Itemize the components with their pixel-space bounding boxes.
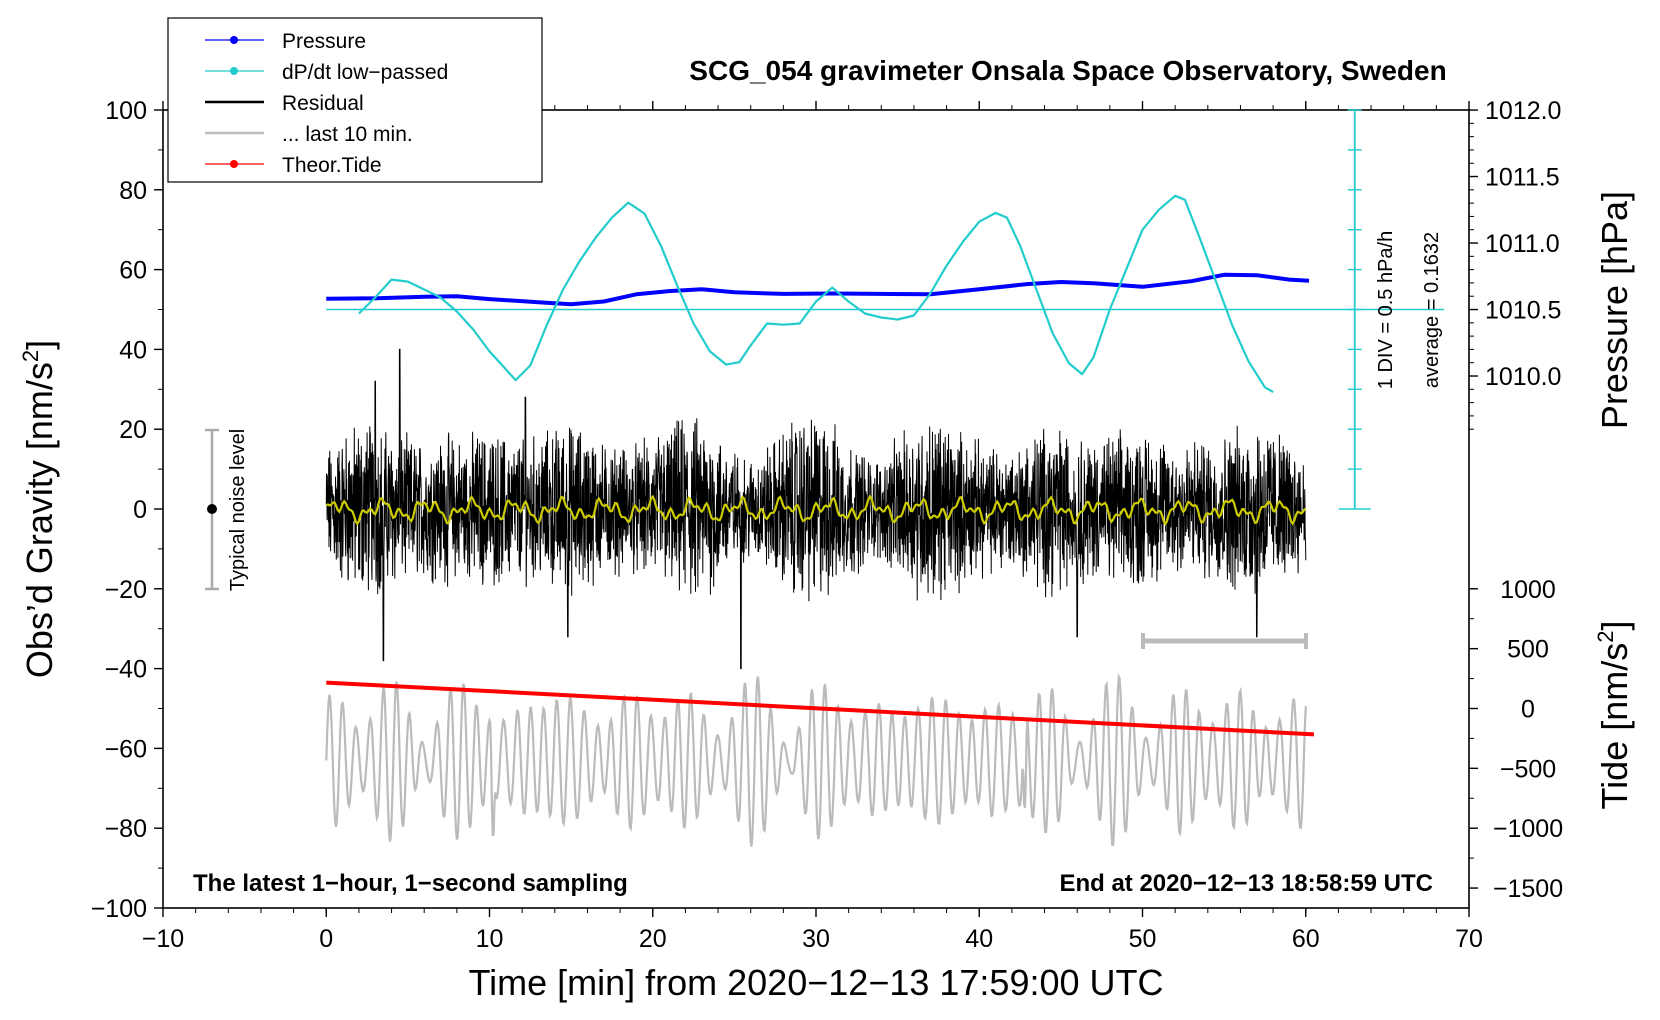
x-tick-label: 40 [965, 925, 993, 953]
y-tick-label: 60 [119, 257, 147, 285]
y-tick-label: −40 [105, 656, 147, 684]
tide-tick-label: −1500 [1493, 875, 1563, 903]
legend-label: Pressure [282, 30, 366, 53]
x-tick-label: 0 [319, 925, 333, 953]
noise-level-label: Typical noise level [227, 429, 249, 591]
theor-tide-line [326, 680, 1315, 737]
y-tick-label: −20 [105, 576, 147, 604]
pressure-line [326, 272, 1310, 307]
annotation-sampling: The latest 1−hour, 1−second sampling [193, 870, 628, 897]
residual-line [325, 348, 1307, 670]
legend-marker [230, 67, 238, 75]
tide-axis-title-close: ] [1594, 621, 1635, 631]
last-10-min-line [325, 673, 1307, 847]
x-tick-label: 50 [1129, 925, 1157, 953]
legend-marker [230, 36, 238, 44]
x-tick-label: 10 [476, 925, 504, 953]
legend-label: Residual [282, 92, 364, 115]
pressure-tick-label: 1010.5 [1485, 297, 1561, 325]
y-tick-label: 100 [105, 97, 147, 125]
noise-bar-dot [207, 504, 217, 514]
dpdt-average-label: average = 0.1632 [1421, 232, 1443, 388]
tide-axis-ticks: 1000 500 0 −500 −1000 −1500 [1469, 576, 1563, 903]
legend-marker [230, 160, 238, 168]
pressure-tick-label: 1012.0 [1485, 97, 1561, 125]
legend-entries: Pressure dP/dt low−passed Residual ... last… [205, 30, 448, 177]
pressure-tick-label: 1011.5 [1485, 164, 1560, 192]
tide-axis-title-main: Tide [nm/s [1594, 643, 1635, 810]
legend: Pressure dP/dt low−passed Residual ... last… [167, 17, 543, 183]
dpdt-scale-bar [326, 109, 1444, 510]
legend-box [167, 17, 543, 183]
y-axis-ticks: 100 80 60 40 20 0 −20 −40 −60 −80 −100 [91, 97, 163, 923]
tide-tick-label: −1000 [1493, 815, 1563, 843]
y-tick-label: 20 [119, 416, 147, 444]
last-10-min-series [325, 673, 1307, 847]
tide-tick-label: 500 [1507, 636, 1549, 664]
dpdt-div-label: 1 DIV = 0.5 hPa/h [1375, 231, 1397, 389]
y-tick-label: 80 [119, 177, 147, 205]
x-axis-ticks: −10 0 10 20 30 40 50 60 70 [142, 101, 1483, 953]
noise-level-indicator: Typical noise level [205, 428, 249, 591]
y-axis-title-close: ] [19, 340, 60, 350]
pressure-axis-ticks: 1012.0 1011.5 1011.0 1010.5 1010.0 [1469, 97, 1561, 430]
legend-label: dP/dt low−passed [282, 61, 448, 84]
pressure-tick-label: 1011.0 [1485, 230, 1560, 258]
tide-tick-label: 1000 [1500, 576, 1556, 604]
pressure-axis-title: Pressure [hPa] [1594, 191, 1635, 429]
annotation-end-time: End at 2020−12−13 18:58:59 UTC [1059, 870, 1433, 897]
tide-tick-label: 0 [1521, 696, 1535, 724]
legend-label: Theor.Tide [282, 154, 382, 177]
x-tick-label: 60 [1292, 925, 1320, 953]
y-tick-label: −60 [105, 735, 147, 763]
pressure-tick-label: 1010.0 [1485, 363, 1561, 391]
y-tick-label: −80 [105, 815, 147, 843]
x-tick-label: 30 [802, 925, 830, 953]
y-tick-label: 0 [133, 496, 147, 524]
tide-tick-label: −500 [1500, 755, 1556, 783]
x-axis-title: Time [min] from 2020−12−13 17:59:00 UTC [468, 962, 1163, 1003]
tide-axis-title: Tide [nm/s2] [1593, 621, 1635, 810]
residual-series [325, 348, 1307, 670]
residual-smoothed-line [325, 494, 1307, 527]
y-axis-title-main: Obs’d Gravity [nm/s [19, 362, 60, 678]
last-10-min-bar [1141, 633, 1308, 649]
x-tick-label: 20 [639, 925, 667, 953]
y-tick-label: 40 [119, 336, 147, 364]
data-series [326, 194, 1315, 737]
x-tick-label: 70 [1455, 925, 1483, 953]
x-tick-label: −10 [142, 925, 184, 953]
chart-title: SCG_054 gravimeter Onsala Space Observat… [689, 55, 1446, 86]
y-axis-title: Obs’d Gravity [nm/s2] [18, 340, 60, 678]
legend-label: ... last 10 min. [282, 123, 413, 146]
tide-axis-title-exp: 2 [1593, 631, 1618, 643]
y-tick-label: −100 [91, 895, 147, 923]
dp-dt-low-passed-line [358, 194, 1274, 394]
y-axis-title-exp: 2 [18, 350, 43, 362]
